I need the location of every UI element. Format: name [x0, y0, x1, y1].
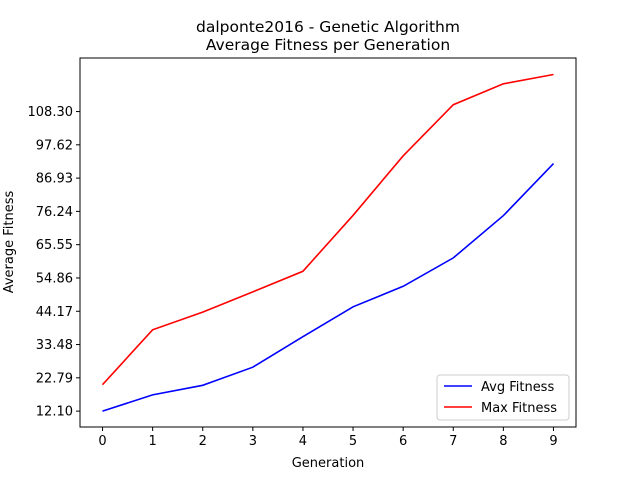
x-tick-label: 3: [249, 434, 257, 449]
x-tick-label: 6: [399, 434, 407, 449]
x-tick-label: 7: [449, 434, 457, 449]
x-tick-label: 5: [349, 434, 357, 449]
chart-title-line-1: dalponte2016 - Genetic Algorithm: [196, 18, 460, 36]
y-tick-label: 86.93: [36, 172, 73, 187]
legend-label-max-fitness: Max Fitness: [481, 401, 557, 416]
x-tick-label: 2: [199, 434, 207, 449]
y-tick-label: 22.79: [36, 371, 73, 386]
x-axis-ticks: 0 1 2 3 4 5 6 7 8 9: [98, 427, 558, 449]
y-tick-label: 44.17: [36, 305, 73, 320]
plot-area-frame: [79, 57, 577, 428]
legend: Avg Fitness Max Fitness: [436, 374, 570, 421]
series-line-max-fitness: [101, 73, 554, 386]
y-axis-label: Average Fitness: [2, 191, 17, 294]
x-tick-label: 1: [149, 434, 157, 449]
x-axis-label: Generation: [292, 456, 365, 471]
chart-title-line-2: Average Fitness per Generation: [206, 36, 450, 54]
y-tick-label: 65.55: [36, 238, 73, 253]
x-tick-label: 0: [98, 434, 106, 449]
y-tick-label: 76.24: [36, 205, 73, 220]
y-tick-label: 33.48: [36, 338, 73, 353]
x-tick-label: 4: [299, 434, 307, 449]
legend-label-avg-fitness: Avg Fitness: [481, 380, 554, 395]
y-tick-label: 97.62: [36, 138, 73, 153]
y-tick-label: 108.30: [28, 105, 74, 120]
y-tick-label: 12.10: [36, 405, 73, 420]
y-axis-ticks: 12.10 22.79 33.48 44.17 54.86 65.55 76.24 86.93…: [28, 105, 80, 420]
y-tick-label: 54.86: [36, 271, 73, 286]
x-tick-label: 9: [549, 434, 557, 449]
x-tick-label: 8: [499, 434, 507, 449]
series-layer: [101, 73, 555, 412]
series-line-avg-fitness: [102, 163, 555, 412]
